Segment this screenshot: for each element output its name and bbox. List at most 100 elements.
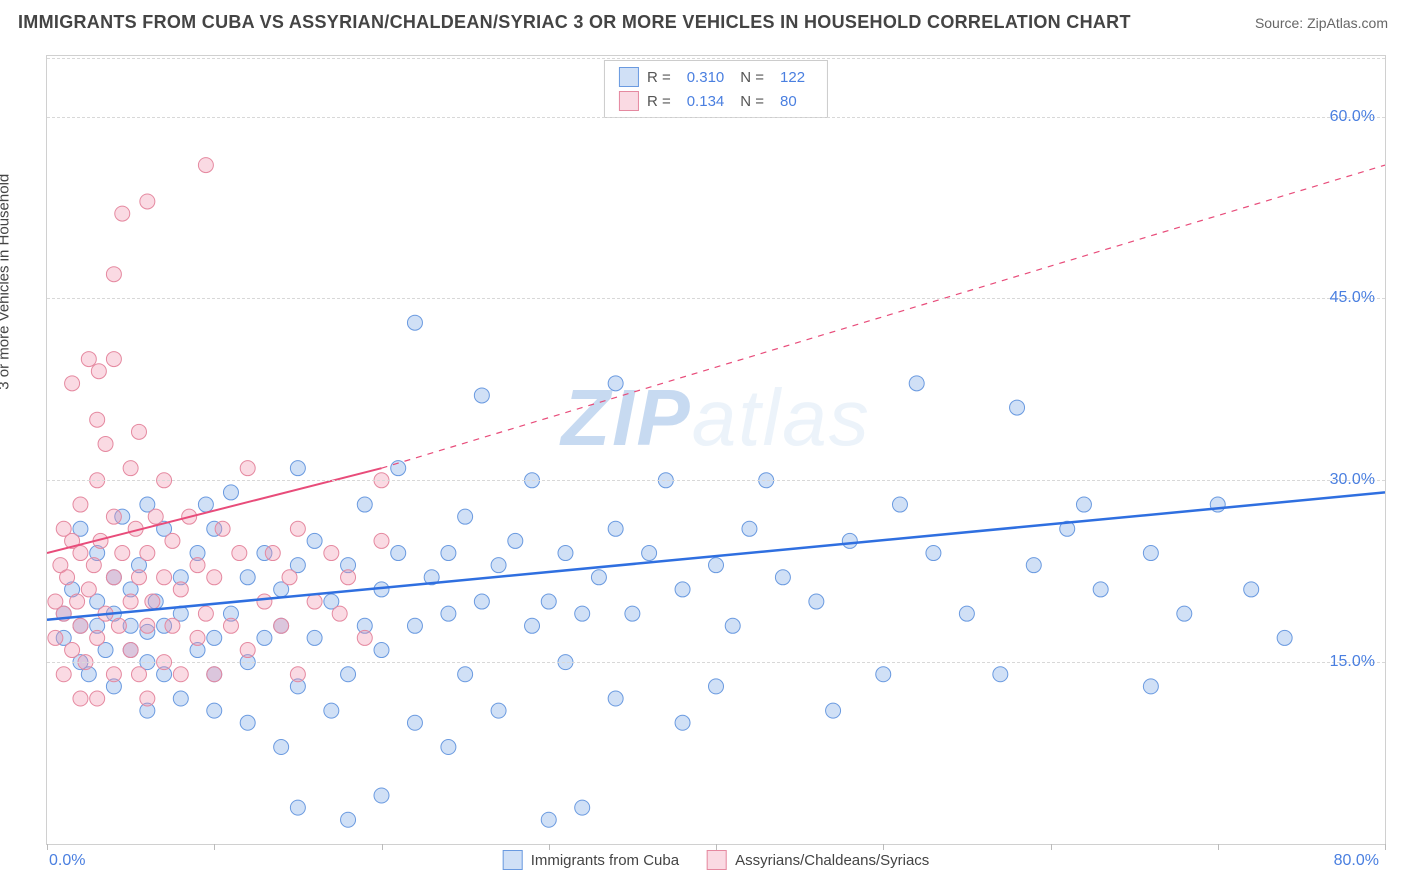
scatter-point: [198, 497, 213, 512]
x-tick-label-right: 80.0%: [1334, 852, 1379, 870]
legend-label-2: Assyrians/Chaldeans/Syriacs: [735, 852, 929, 869]
scatter-point: [140, 546, 155, 561]
scatter-point: [106, 509, 121, 524]
y-tick-label: 15.0%: [1330, 653, 1375, 671]
scatter-point: [474, 594, 489, 609]
scatter-point: [257, 594, 272, 609]
scatter-point: [709, 679, 724, 694]
scatter-point: [98, 436, 113, 451]
n-label-1: N =: [740, 69, 764, 86]
scatter-point: [48, 630, 63, 645]
y-tick-label: 30.0%: [1330, 471, 1375, 489]
scatter-point: [190, 558, 205, 573]
scatter-point: [324, 703, 339, 718]
scatter-point: [725, 618, 740, 633]
scatter-point: [145, 594, 160, 609]
scatter-point: [140, 194, 155, 209]
scatter-point: [257, 630, 272, 645]
legend-item-2: Assyrians/Chaldeans/Syriacs: [707, 850, 929, 870]
scatter-point: [290, 521, 305, 536]
scatter-point: [357, 630, 372, 645]
scatter-point: [73, 546, 88, 561]
scatter-point: [307, 630, 322, 645]
scatter-point: [926, 546, 941, 561]
legend-swatch-blue-bottom: [503, 850, 523, 870]
scatter-point: [131, 424, 146, 439]
scatter-point: [90, 412, 105, 427]
trend-line-blue: [47, 492, 1385, 619]
x-tick-mark: [47, 844, 48, 850]
scatter-point: [140, 691, 155, 706]
scatter-point: [374, 788, 389, 803]
scatter-point: [215, 521, 230, 536]
scatter-point: [265, 546, 280, 561]
y-tick-label: 45.0%: [1330, 289, 1375, 307]
scatter-point: [525, 618, 540, 633]
legend-item-1: Immigrants from Cuba: [503, 850, 679, 870]
legend-row-2: R = 0.134 N = 80: [619, 89, 813, 113]
scatter-point: [341, 570, 356, 585]
scatter-point: [541, 594, 556, 609]
scatter-point: [1026, 558, 1041, 573]
scatter-point: [207, 570, 222, 585]
scatter-point: [173, 582, 188, 597]
scatter-point: [115, 546, 130, 561]
gridline: [47, 117, 1385, 118]
scatter-point: [709, 558, 724, 573]
scatter-point: [173, 691, 188, 706]
scatter-point: [86, 558, 101, 573]
scatter-point: [290, 667, 305, 682]
legend-swatch-pink: [619, 91, 639, 111]
scatter-point: [341, 812, 356, 827]
legend-bottom: Immigrants from Cuba Assyrians/Chaldeans/…: [503, 850, 930, 870]
scatter-point: [111, 618, 126, 633]
scatter-point: [123, 643, 138, 658]
scatter-point: [207, 630, 222, 645]
r-value-1: 0.310: [687, 69, 725, 86]
legend-row-1: R = 0.310 N = 122: [619, 65, 813, 89]
legend-swatch-pink-bottom: [707, 850, 727, 870]
scatter-point: [165, 533, 180, 548]
scatter-point: [357, 497, 372, 512]
x-tick-mark: [214, 844, 215, 850]
trend-line-pink-dashed: [382, 165, 1386, 468]
scatter-point: [131, 667, 146, 682]
scatter-point: [1010, 400, 1025, 415]
scatter-point: [232, 546, 247, 561]
source-attribution: Source: ZipAtlas.com: [1255, 15, 1388, 31]
legend-swatch-blue: [619, 67, 639, 87]
scatter-point: [73, 618, 88, 633]
scatter-point: [1143, 546, 1158, 561]
scatter-point: [909, 376, 924, 391]
scatter-point: [575, 800, 590, 815]
scatter-point: [1277, 630, 1292, 645]
scatter-point: [675, 582, 690, 597]
scatter-point: [842, 533, 857, 548]
scatter-point: [474, 388, 489, 403]
scatter-point: [332, 606, 347, 621]
scatter-point: [65, 643, 80, 658]
scatter-point: [106, 267, 121, 282]
scatter-point: [608, 521, 623, 536]
scatter-point: [324, 546, 339, 561]
scatter-point: [65, 376, 80, 391]
scatter-point: [742, 521, 757, 536]
scatter-point: [826, 703, 841, 718]
scatter-point: [106, 667, 121, 682]
scatter-point: [70, 594, 85, 609]
scatter-point: [91, 364, 106, 379]
scatter-point: [165, 618, 180, 633]
scatter-point: [608, 376, 623, 391]
scatter-point: [274, 618, 289, 633]
gridline: [47, 58, 1385, 59]
scatter-point: [106, 570, 121, 585]
x-tick-mark: [1218, 844, 1219, 850]
scatter-point: [198, 606, 213, 621]
scatter-point: [106, 352, 121, 367]
scatter-point: [307, 533, 322, 548]
page-title: IMMIGRANTS FROM CUBA VS ASSYRIAN/CHALDEA…: [18, 12, 1131, 33]
scatter-point: [625, 606, 640, 621]
scatter-point: [282, 570, 297, 585]
scatter-point: [407, 618, 422, 633]
scatter-plot: ZIPatlas R = 0.310 N = 122 R = 0.134 N =…: [46, 55, 1386, 845]
